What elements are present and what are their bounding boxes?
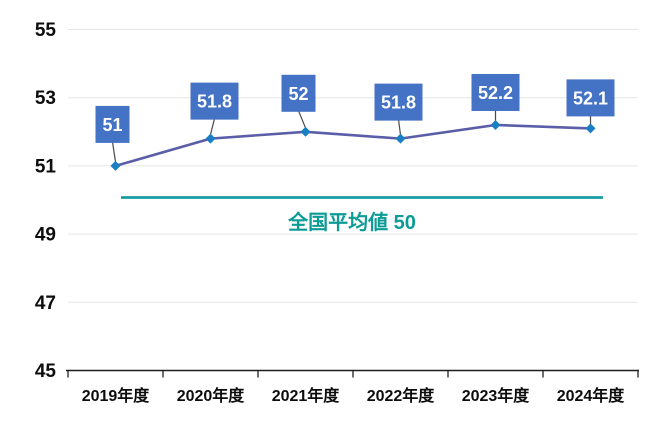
data-label-box	[374, 83, 423, 121]
data-label-callout	[111, 141, 117, 162]
y-axis-label-55: 55	[35, 20, 57, 41]
data-label-box	[566, 79, 615, 117]
x-axis-label-2020年度: 2020年度	[177, 386, 246, 405]
y-axis-label-47: 47	[35, 293, 56, 314]
data-label-callout	[297, 110, 307, 129]
data-label-value: 52	[288, 84, 308, 104]
data-point-marker-2023年度	[490, 119, 501, 130]
data-label-callout	[397, 119, 402, 135]
data-point-marker-2024年度	[585, 123, 596, 134]
x-axis-label-2023年度: 2023年度	[462, 386, 531, 405]
y-axis-label-45: 45	[35, 361, 57, 382]
data-label-box	[95, 105, 130, 143]
data-point-marker-2021年度	[300, 126, 311, 137]
data-label-box	[190, 82, 239, 120]
data-label-box	[281, 74, 316, 112]
data-label-value: 51.8	[197, 92, 232, 112]
y-axis-label-53: 53	[35, 88, 56, 109]
data-label-value: 52.1	[573, 88, 608, 108]
data-label-value: 51.8	[381, 93, 416, 113]
x-axis-label-2019年度: 2019年度	[82, 386, 151, 405]
data-label-box	[471, 73, 520, 111]
data-point-marker-2022年度	[395, 133, 406, 144]
x-axis-label-2022年度: 2022年度	[367, 386, 436, 405]
data-label-value: 52.2	[478, 83, 513, 103]
data-series-line	[114, 123, 592, 168]
data-label-callout	[209, 118, 216, 135]
x-axis-label-2021年度: 2021年度	[272, 386, 341, 405]
data-point-marker-2019年度	[110, 160, 121, 171]
y-axis-label-51: 51	[35, 156, 57, 177]
average-line-label: 全国平均値 50	[287, 210, 416, 234]
data-label-value: 51	[102, 115, 122, 135]
y-axis-label-49: 49	[35, 225, 56, 246]
data-point-marker-2020年度	[205, 133, 216, 144]
x-axis-label-2024年度: 2024年度	[557, 386, 626, 405]
